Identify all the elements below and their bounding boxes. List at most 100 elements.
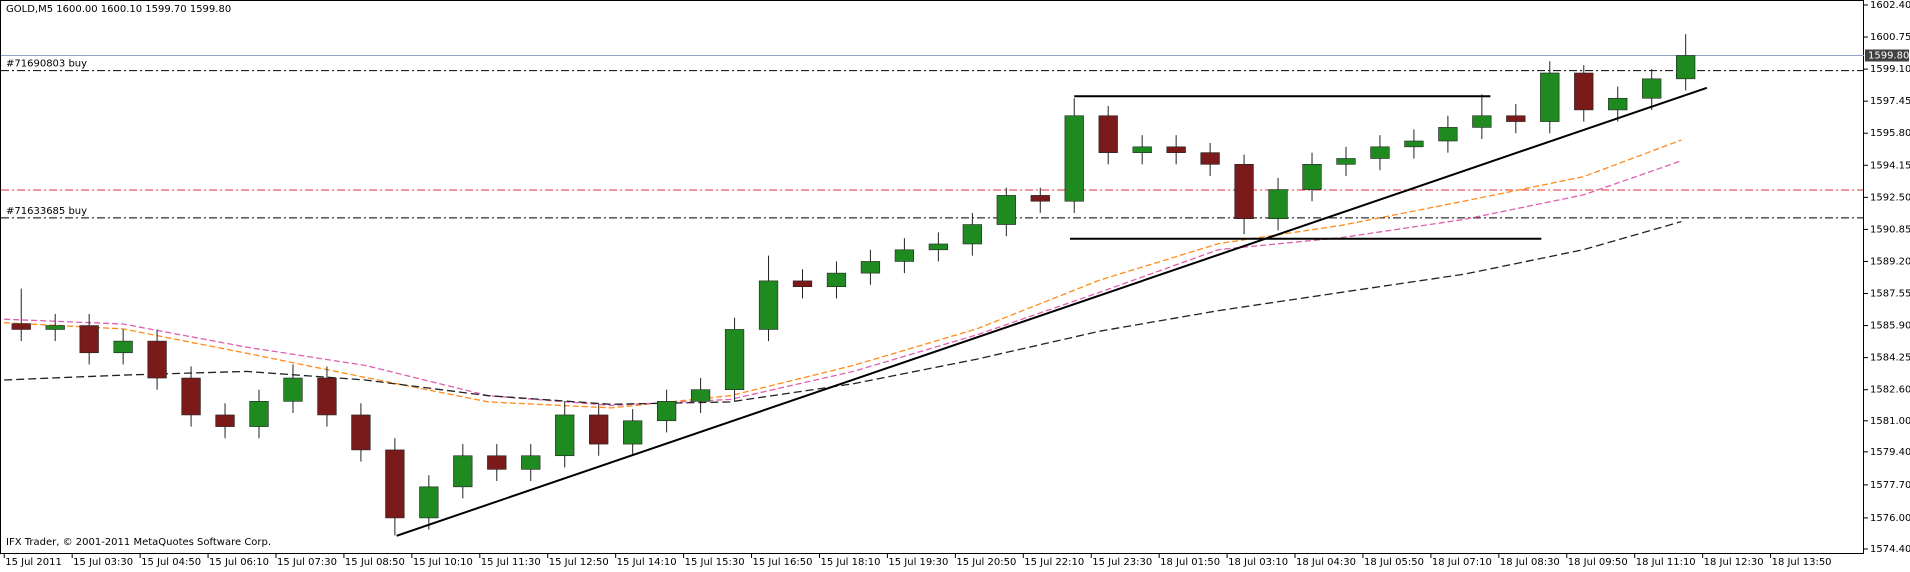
candle-body (113, 340, 133, 354)
candle-body (79, 325, 99, 354)
candle-body (1234, 164, 1254, 220)
x-tick-label: 18 Jul 05:50 (1364, 557, 1424, 568)
y-tick-label: 1602.40 (1870, 0, 1910, 11)
x-tick-label: 15 Jul 22:10 (1024, 557, 1084, 568)
footer: IFX Trader, © 2001-2011 MetaQuotes Softw… (6, 537, 271, 548)
x-tick-label: 15 Jul 04:50 (141, 557, 201, 568)
candle-body (996, 195, 1016, 225)
y-tick-label: 1579.40 (1870, 447, 1910, 458)
candle-body (1336, 158, 1356, 165)
y-tick-label: 1595.80 (1870, 128, 1910, 139)
candle-body (521, 455, 541, 470)
candle-body (1132, 146, 1152, 153)
candle-body (181, 377, 201, 416)
y-tick-label: 1574.40 (1870, 544, 1910, 555)
candle-body (1302, 164, 1322, 190)
candle-body (555, 414, 575, 457)
x-tick-label: 15 Jul 23:30 (1092, 557, 1152, 568)
candle-body (1642, 78, 1662, 99)
current-price-label: 1599.80 (1868, 51, 1909, 62)
x-tick-label: 18 Jul 12:30 (1704, 557, 1764, 568)
order-label: #71633685 buy (6, 206, 87, 217)
candle-body (1574, 72, 1594, 111)
x-tick-label: 18 Jul 08:30 (1500, 557, 1560, 568)
y-tick-label: 1600.75 (1870, 32, 1910, 43)
y-tick-label: 1581.00 (1870, 416, 1910, 427)
x-tick-label: 15 Jul 10:10 (413, 557, 473, 568)
candle-body (1098, 115, 1118, 153)
x-tick-label: 18 Jul 11:10 (1636, 557, 1696, 568)
current-price-box (1865, 49, 1909, 62)
x-tick-label: 18 Jul 13:50 (1772, 557, 1832, 568)
candle-body (656, 401, 677, 422)
candle-body (1166, 146, 1186, 153)
candle-body (1404, 140, 1424, 148)
moving-average (4, 220, 1682, 405)
candle-body (894, 249, 915, 262)
candle-body (351, 414, 371, 451)
candle-body (283, 377, 303, 402)
moving-average (4, 139, 1682, 409)
candle-body (45, 325, 65, 330)
candle-body (1506, 115, 1526, 122)
x-tick-label: 15 Jul 12:50 (549, 557, 609, 568)
x-tick-label: 15 Jul 03:30 (73, 557, 133, 568)
x-tick-label: 15 Jul 20:50 (956, 557, 1016, 568)
x-tick-label: 15 Jul 2011 (5, 557, 62, 568)
candle-body (317, 377, 337, 416)
candle-body (962, 224, 982, 245)
candle-body (792, 280, 813, 288)
y-tick-label: 1587.55 (1870, 289, 1910, 300)
y-tick-label: 1577.70 (1870, 480, 1910, 491)
candle-body (1064, 115, 1084, 202)
candle-body (385, 449, 405, 519)
x-tick-label: 15 Jul 18:10 (820, 557, 880, 568)
candle-body (724, 329, 745, 390)
candle-body (1268, 189, 1288, 220)
candle-body (826, 272, 847, 288)
order-label: #71690803 buy (6, 59, 87, 70)
x-tick-label: 15 Jul 15:30 (685, 557, 745, 568)
candle-body (11, 323, 31, 330)
y-tick-label: 1590.85 (1870, 224, 1910, 235)
candle-body (1676, 55, 1696, 80)
moving-average (4, 160, 1682, 407)
candle-body (249, 401, 269, 427)
x-tick-label: 15 Jul 08:50 (345, 557, 405, 568)
candle-body (215, 414, 235, 427)
x-tick-label: 15 Jul 06:10 (209, 557, 269, 568)
candle-body (1608, 97, 1628, 111)
trendline (396, 86, 1708, 537)
candle-body (758, 280, 779, 330)
y-tick-label: 1594.15 (1870, 160, 1910, 171)
candle-body (1540, 72, 1560, 122)
x-tick-label: 18 Jul 07:10 (1432, 557, 1492, 568)
candle-body (453, 455, 473, 488)
candle-body (1438, 127, 1458, 142)
y-tick-label: 1584.25 (1870, 353, 1910, 364)
x-tick-label: 18 Jul 01:50 (1160, 557, 1220, 568)
candle-body (623, 420, 643, 445)
y-tick-label: 1585.90 (1870, 321, 1910, 332)
candle-body (487, 455, 507, 470)
candle-body (928, 243, 949, 251)
y-tick-label: 1589.20 (1870, 256, 1910, 267)
candle-body (1472, 115, 1492, 128)
x-tick-label: 18 Jul 03:10 (1228, 557, 1288, 568)
x-tick-label: 15 Jul 16:50 (753, 557, 813, 568)
candle-body (589, 414, 609, 445)
y-tick-label: 1592.50 (1870, 192, 1910, 203)
candle-body (1200, 152, 1220, 165)
x-tick-label: 15 Jul 14:10 (617, 557, 677, 568)
y-tick-label: 1582.60 (1870, 385, 1910, 396)
x-tick-label: 15 Jul 11:30 (481, 557, 541, 568)
x-tick-label: 18 Jul 09:50 (1568, 557, 1628, 568)
x-tick-label: 15 Jul 19:30 (888, 557, 948, 568)
y-tick-label: 1597.45 (1870, 96, 1910, 107)
chart-title: GOLD,M5 1600.00 1600.10 1599.70 1599.80 (6, 4, 231, 15)
y-tick-label: 1576.00 (1870, 513, 1910, 524)
candle-body (860, 261, 881, 274)
candle-body (1030, 195, 1050, 202)
candle-body (690, 389, 711, 402)
